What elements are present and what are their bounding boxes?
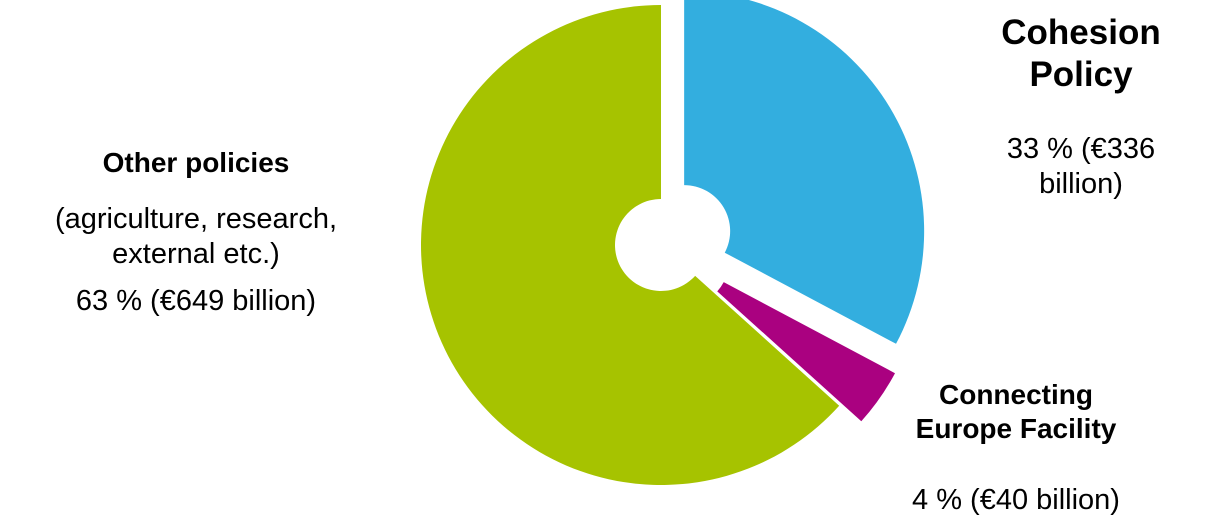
other-policies-note-line2: external etc.)	[112, 237, 280, 270]
pie-slice-cef	[717, 282, 895, 422]
other-policies-label: Other policies (agriculture, research, e…	[0, 146, 392, 320]
other-policies-note-line1: (agriculture, research,	[54, 202, 338, 235]
connecting-europe-facility-title-line2: Europe Facility	[915, 412, 1117, 444]
connecting-europe-facility-title-line1: Connecting	[939, 379, 1093, 410]
connecting-europe-facility-value: 4 % (€40 billion)	[912, 484, 1120, 517]
connecting-europe-facility-label: Connecting Europe Facility 4 % (€40 bill…	[868, 378, 1164, 519]
cohesion-policy-title-line1: Cohesion	[1001, 13, 1161, 52]
connecting-europe-facility-title: Connecting Europe Facility	[868, 378, 1164, 445]
cohesion-policy-title-line2: Policy	[1029, 55, 1133, 94]
cohesion-policy-value-line1: 33 % (€336	[1006, 133, 1156, 165]
other-policies-note: (agriculture, research, external etc.)	[0, 202, 392, 273]
other-policies-title: Other policies	[102, 147, 290, 178]
pie-slices	[421, 0, 925, 485]
pie-slice-cohesion	[684, 0, 925, 344]
pie-slice-other	[421, 5, 840, 485]
other-policies-value: 63 % (€649 billion)	[75, 285, 317, 318]
cohesion-policy-title: Cohesion Policy	[974, 12, 1188, 96]
cohesion-policy-label: Cohesion Policy 33 % (€336 billion)	[974, 12, 1188, 203]
cohesion-policy-value-line2: billion)	[1039, 168, 1123, 201]
